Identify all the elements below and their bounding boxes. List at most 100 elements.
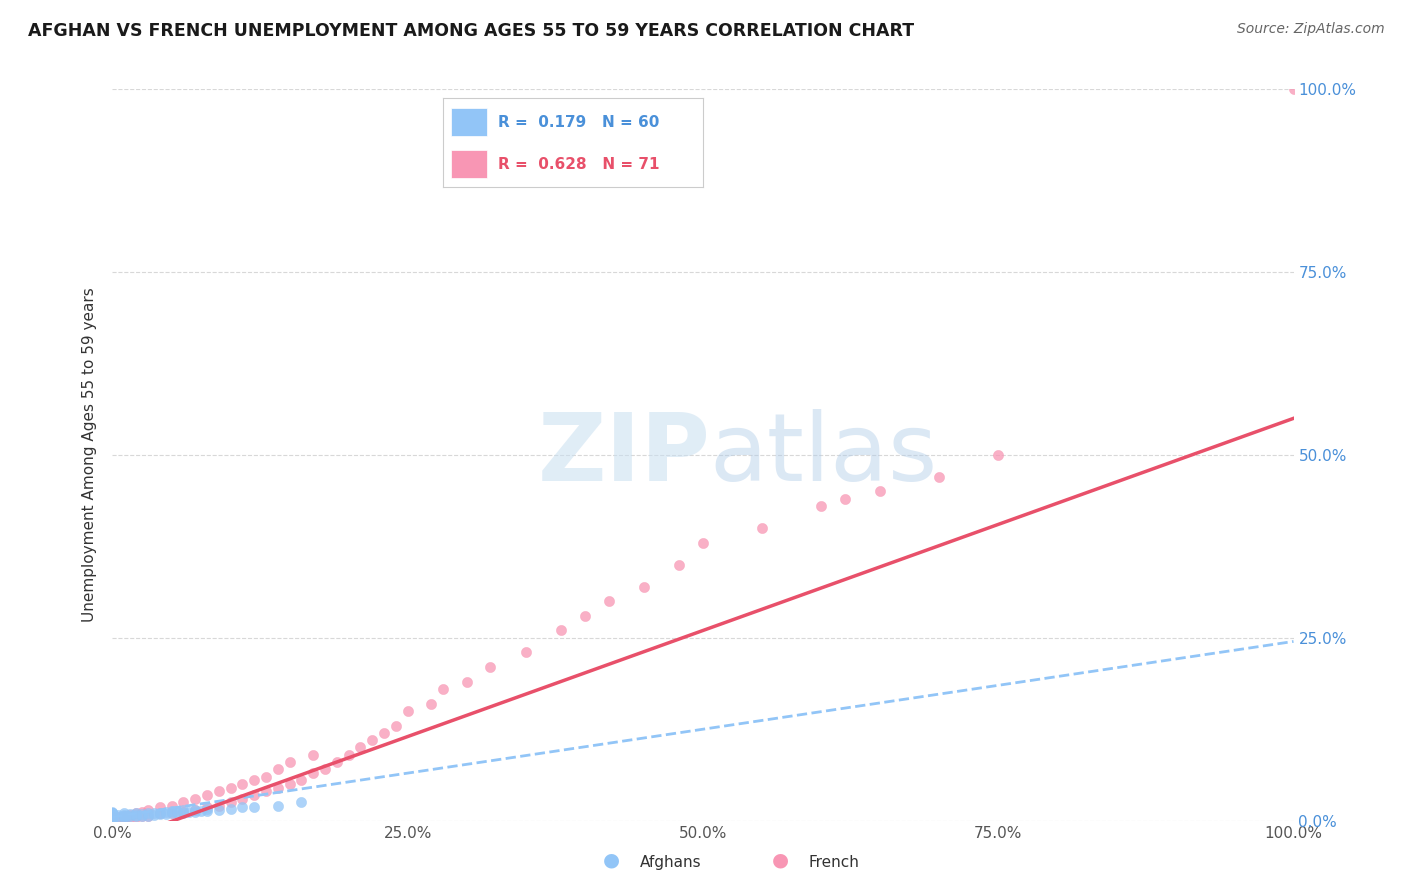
Point [101, 810, 124, 824]
Point [125, 806, 148, 821]
Point [172, 796, 194, 810]
Point [142, 807, 165, 822]
Point [195, 800, 218, 814]
Point [834, 491, 856, 506]
Point [373, 726, 395, 740]
Point [987, 448, 1010, 462]
Point [190, 804, 212, 818]
Point [120, 810, 142, 824]
Point [869, 484, 891, 499]
Text: AFGHAN VS FRENCH UNEMPLOYMENT AMONG AGES 55 TO 59 YEARS CORRELATION CHART: AFGHAN VS FRENCH UNEMPLOYMENT AMONG AGES… [28, 22, 914, 40]
Point [184, 803, 207, 817]
Point [101, 814, 124, 828]
Point [112, 806, 135, 821]
Point [231, 800, 253, 814]
Point [101, 805, 124, 819]
Point [160, 799, 183, 814]
Point [184, 803, 207, 817]
Point [101, 807, 124, 822]
Point [101, 814, 124, 828]
Point [385, 718, 408, 732]
Point [125, 807, 148, 822]
Point [149, 800, 172, 814]
Point [101, 806, 124, 821]
Point [243, 788, 266, 802]
Point [101, 807, 124, 822]
Point [420, 697, 443, 711]
Point [179, 805, 201, 819]
Point [166, 806, 188, 821]
Point [136, 808, 159, 822]
Point [633, 580, 655, 594]
Point [107, 814, 129, 828]
Point [550, 624, 572, 638]
Point [107, 810, 129, 824]
Point [219, 780, 242, 795]
Point [101, 806, 124, 821]
Point [101, 814, 124, 828]
Point [112, 807, 135, 822]
Point [278, 777, 301, 791]
Point [172, 804, 194, 818]
Point [101, 810, 124, 824]
Text: ●: ● [603, 851, 620, 870]
Point [101, 810, 124, 824]
Point [149, 806, 172, 821]
Text: R =  0.628   N = 71: R = 0.628 N = 71 [498, 157, 659, 171]
Bar [451, 150, 486, 178]
Point [149, 805, 172, 820]
Text: Afghans: Afghans [640, 855, 702, 870]
Point [254, 770, 277, 784]
Point [195, 788, 218, 802]
Point [131, 809, 153, 823]
Point [160, 804, 183, 818]
Point [195, 804, 218, 818]
Point [195, 802, 218, 816]
Point [302, 766, 325, 780]
Point [184, 791, 207, 805]
Point [125, 809, 148, 823]
Point [396, 704, 419, 718]
Point [254, 784, 277, 798]
Text: Source: ZipAtlas.com: Source: ZipAtlas.com [1237, 22, 1385, 37]
Point [149, 807, 172, 822]
Text: atlas: atlas [709, 409, 938, 501]
Point [136, 803, 159, 817]
Point [112, 808, 135, 822]
Point [349, 740, 371, 755]
Point [515, 645, 537, 659]
Point [479, 660, 502, 674]
Point [810, 499, 832, 513]
Point [115, 809, 138, 823]
Point [120, 808, 142, 822]
Bar [451, 108, 486, 136]
Point [101, 810, 124, 824]
Point [131, 805, 153, 819]
Point [136, 808, 159, 822]
Point [101, 814, 124, 828]
Text: French: French [808, 855, 859, 870]
Point [125, 810, 148, 824]
Point [172, 805, 194, 819]
Point [101, 806, 124, 821]
Point [326, 755, 349, 769]
Point [267, 780, 290, 795]
Point [668, 558, 690, 572]
Point [101, 810, 124, 824]
Point [107, 810, 129, 824]
Point [928, 470, 950, 484]
Point [243, 800, 266, 814]
Point [107, 807, 129, 822]
Point [208, 784, 231, 798]
Point [112, 810, 135, 824]
Point [574, 608, 596, 623]
Point [101, 814, 124, 828]
Point [101, 806, 124, 821]
Point [290, 796, 312, 810]
Point [172, 805, 194, 820]
Point [112, 814, 135, 828]
Point [136, 806, 159, 821]
Text: ZIP: ZIP [537, 409, 710, 501]
Y-axis label: Unemployment Among Ages 55 to 59 years: Unemployment Among Ages 55 to 59 years [82, 287, 97, 623]
Point [101, 814, 124, 828]
